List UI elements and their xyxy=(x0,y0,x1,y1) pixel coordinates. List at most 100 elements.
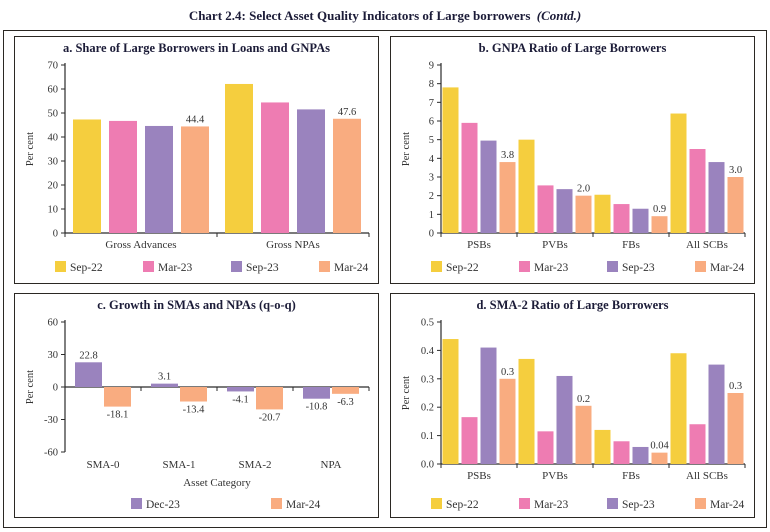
y-tick-label: 30 xyxy=(47,157,58,168)
panel-d-title: d. SMA-2 Ratio of Large Borrowers xyxy=(476,298,669,312)
legend-swatch-Sep-22 xyxy=(54,261,66,272)
panel-a-chart: 70 60 50 40 30 20 10 0 44.4 47.6 Gross Advances Gro… xyxy=(15,57,378,283)
bar-Mar-24-NPA xyxy=(331,387,359,394)
bar-Mar-23-All SCBs xyxy=(689,424,705,464)
y-tick-label: 60 xyxy=(47,85,58,96)
category-label: SMA-0 xyxy=(86,459,120,471)
y-tick-label: 60 xyxy=(47,318,58,329)
y-tick-label: 5 xyxy=(428,135,433,146)
category-label: FBs xyxy=(622,239,640,251)
legend-swatch-Mar-23 xyxy=(518,498,530,509)
bar-Sep-22-PSBs xyxy=(442,339,458,464)
bar-Mar-24-PSBs xyxy=(499,162,515,233)
bar-Mar-24-SMA-2 xyxy=(255,387,283,410)
figure-title-main: Chart 2.4: Select Asset Quality Indicato… xyxy=(188,8,531,23)
data-label: 0.3 xyxy=(728,381,741,392)
y-tick-label: 30 xyxy=(47,350,58,361)
bar-Dec-23-SMA-0 xyxy=(74,362,102,387)
bar-Sep-23-Gross NPAs xyxy=(296,109,325,233)
legend-label-Mar-24: Mar-24 xyxy=(286,499,321,511)
legend-label-Sep-23: Sep-23 xyxy=(246,262,279,274)
legend-label-Mar-23: Mar-23 xyxy=(534,262,569,274)
panel-a-title: a. Share of Large Borrowers in Loans and… xyxy=(62,41,331,55)
figure-title: Chart 2.4: Select Asset Quality Indicato… xyxy=(0,0,770,27)
panel-b-chart: 9 8 7 6 5 4 3 2 1 0 3.8 2.0 0.9 3.0 PSBs PVBs FBs All SCB… xyxy=(391,57,754,283)
data-label: -6.3 xyxy=(337,397,354,408)
y-tick-label: 9 xyxy=(428,61,433,72)
bar-Mar-23-All SCBs xyxy=(689,149,705,233)
data-label: 3.8 xyxy=(500,150,513,161)
data-label: 47.6 xyxy=(337,107,355,118)
bar-Sep-22-PVBs xyxy=(518,139,534,233)
y-tick-label: 0 xyxy=(428,229,433,240)
category-label: Gross NPAs xyxy=(266,239,320,251)
legend-swatch-Mar-24 xyxy=(694,261,706,272)
category-label: PVBs xyxy=(542,239,568,251)
data-label: 3.0 xyxy=(728,165,741,176)
bar-Mar-23-PSBs xyxy=(461,417,477,464)
legend-swatch-Sep-22 xyxy=(430,261,442,272)
panel-b-title: b. GNPA Ratio of Large Borrowers xyxy=(478,41,667,55)
data-label: -4.1 xyxy=(232,394,249,405)
y-tick-label: 10 xyxy=(47,205,58,216)
legend-swatch-Mar-24 xyxy=(318,261,330,272)
legend-swatch-Mar-23 xyxy=(518,261,530,272)
category-label: SMA-2 xyxy=(238,459,271,471)
bar-Mar-23-Gross Advances xyxy=(108,120,137,233)
y-tick-label: 6 xyxy=(428,117,433,128)
bar-Sep-22-PSBs xyxy=(442,87,458,234)
bar-Sep-23-PSBs xyxy=(480,347,496,464)
data-label: 3.1 xyxy=(157,372,170,383)
chart-svg: 9 8 7 6 5 4 3 2 1 0 3.8 2.0 0.9 3.0 PSBs PVBs FBs All SCB… xyxy=(401,61,745,274)
legend-swatch-Mar-24 xyxy=(694,498,706,509)
category-label: PVBs xyxy=(542,470,568,482)
bar-Mar-24-All SCBs xyxy=(727,177,743,233)
bar-Sep-22-All SCBs xyxy=(670,353,686,464)
bar-Sep-23-All SCBs xyxy=(708,162,724,233)
charts-grid: a. Share of Large Borrowers in Loans and… xyxy=(3,30,767,528)
y-tick-label: 50 xyxy=(47,109,58,120)
bar-Sep-23-FBs xyxy=(632,446,648,464)
bar-Sep-23-PVBs xyxy=(556,375,572,464)
bar-Mar-24-PSBs xyxy=(499,378,515,464)
panel-a: a. Share of Large Borrowers in Loans and… xyxy=(14,36,379,284)
bar-Sep-22-PVBs xyxy=(518,358,534,464)
bar-Mar-23-Gross NPAs xyxy=(260,102,289,233)
category-label: FBs xyxy=(622,470,640,482)
bar-Sep-22-Gross Advances xyxy=(72,119,101,233)
bar-Mar-24-SMA-0 xyxy=(103,387,131,407)
data-label: -20.7 xyxy=(258,412,280,423)
y-tick-label: 0 xyxy=(52,383,57,394)
x-axis-title: Asset Category xyxy=(183,477,251,489)
legend-swatch-Sep-23 xyxy=(606,261,618,272)
panel-c-title: c. Growth in SMAs and NPAs (q-o-q) xyxy=(97,298,296,312)
data-label: -18.1 xyxy=(106,410,128,421)
y-tick-label: 0.1 xyxy=(420,431,433,442)
category-label: All SCBs xyxy=(686,470,728,482)
y-tick-label: 20 xyxy=(47,181,58,192)
legend-label-Mar-24: Mar-24 xyxy=(710,499,745,511)
bar-Mar-23-FBs xyxy=(613,441,629,464)
data-label: 0.04 xyxy=(650,441,669,452)
legend-label-Sep-22: Sep-22 xyxy=(70,262,103,274)
bar-Mar-23-PSBs xyxy=(461,122,477,233)
legend-label-Dec-23: Dec-23 xyxy=(146,499,180,511)
y-axis-title: Per cent xyxy=(401,376,412,410)
y-tick-label: 70 xyxy=(47,61,58,72)
y-axis-title: Per cent xyxy=(401,132,412,166)
legend-label-Mar-23: Mar-23 xyxy=(158,262,193,274)
bar-Mar-24-SMA-1 xyxy=(179,387,207,402)
y-axis-title: Per cent xyxy=(25,132,36,166)
category-label: NPA xyxy=(320,459,341,471)
bar-Mar-24-FBs xyxy=(651,452,667,464)
legend-swatch-Sep-23 xyxy=(230,261,242,272)
bar-Sep-22-Gross NPAs xyxy=(224,83,253,234)
panel-d-chart: 0.5 0.4 0.3 0.2 0.1 0.0 0.3 0.2 0.04 0.3 PSBs PVBs F… xyxy=(391,314,754,517)
y-tick-label: 1 xyxy=(428,210,433,221)
bar-Mar-23-PVBs xyxy=(537,431,553,464)
y-tick-label: 0.0 xyxy=(420,460,433,471)
data-label: 44.4 xyxy=(185,114,204,125)
legend-label-Sep-23: Sep-23 xyxy=(622,262,655,274)
y-tick-label: 40 xyxy=(47,133,58,144)
